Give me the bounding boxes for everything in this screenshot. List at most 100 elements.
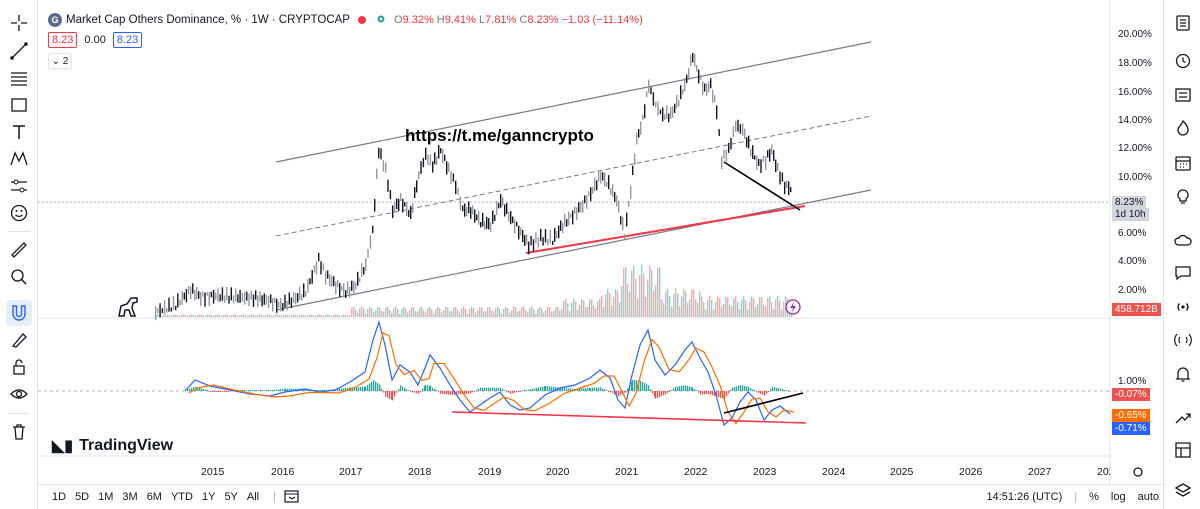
volume-bar: [637, 298, 639, 317]
market-status-dot: [357, 16, 366, 24]
volume-bar: [497, 306, 499, 317]
histogram-bar: [772, 386, 774, 391]
buy-badge[interactable]: 8.23: [112, 32, 143, 48]
volume-bar: [289, 316, 291, 317]
volume-bar: [451, 311, 453, 317]
indicators-collapse-button[interactable]: ⌄ 2: [48, 53, 72, 69]
layers-icon[interactable]: [1170, 478, 1196, 504]
zoom-icon[interactable]: [6, 264, 32, 290]
broadcast-icon[interactable]: [1170, 294, 1196, 320]
volume-bar: [445, 306, 447, 317]
chat-icon[interactable]: [1170, 260, 1196, 286]
streams-icon[interactable]: [1170, 327, 1196, 353]
text-icon[interactable]: [6, 119, 32, 145]
hotlist-icon[interactable]: [1170, 115, 1196, 141]
price-candle: [343, 283, 345, 297]
histogram-bar: [704, 391, 706, 395]
price-candle: [784, 181, 786, 195]
histogram-bar: [246, 390, 248, 391]
price-candle: [674, 103, 676, 113]
volume-bar: [227, 314, 229, 317]
crosshair-icon[interactable]: [6, 10, 32, 36]
clock-time[interactable]: 14:51:26 (UTC): [986, 491, 1063, 503]
timeframe-3m[interactable]: 3M: [122, 491, 138, 503]
volume-bar: [633, 265, 635, 317]
lock-drawings-icon[interactable]: [6, 327, 32, 353]
histogram-bar: [748, 386, 750, 391]
timeframe-5y[interactable]: 5Y: [224, 491, 238, 503]
histogram-bar: [494, 387, 496, 391]
emoji-icon[interactable]: [6, 200, 32, 226]
volume-bar: [661, 299, 663, 317]
price-candle: [590, 187, 592, 202]
histogram-bar: [317, 390, 319, 391]
log-toggle[interactable]: log: [1110, 491, 1126, 503]
price-candle: [250, 290, 252, 300]
histogram-bar: [365, 386, 367, 391]
calendar-icon[interactable]: [1170, 150, 1196, 176]
date-range-icon[interactable]: [284, 489, 300, 506]
timeframe-1d[interactable]: 1D: [52, 491, 67, 503]
price-candle: [353, 280, 355, 294]
price-candle: [223, 295, 226, 303]
sell-badge[interactable]: 8.23: [48, 32, 78, 48]
object-tree-icon[interactable]: [1170, 437, 1196, 463]
timeframe-1y[interactable]: 1Y: [201, 491, 216, 503]
price-candle: [588, 191, 590, 196]
price-candle: [444, 154, 446, 161]
alert-clock-icon[interactable]: [1170, 47, 1196, 73]
volume-bar: [399, 313, 401, 317]
histogram-bar: [285, 388, 287, 391]
pattern-icon[interactable]: [6, 146, 32, 172]
rectangle-icon[interactable]: [6, 92, 32, 118]
volume-bar: [501, 313, 503, 317]
timeframe-6m[interactable]: 6M: [146, 491, 162, 503]
notifications-bell-icon[interactable]: [1170, 361, 1196, 387]
histogram-bar: [416, 391, 418, 394]
volume-bar: [403, 306, 405, 317]
price-candle: [706, 83, 708, 96]
price-candle: [756, 155, 758, 170]
data-window-icon[interactable]: [1170, 82, 1196, 108]
timeframe-1m[interactable]: 1M: [98, 491, 114, 503]
trading-panel-icon[interactable]: [1170, 404, 1196, 430]
price-candle: [777, 163, 779, 171]
symbol-legend[interactable]: G Market Cap Others Dominance, % · 1W · …: [48, 11, 643, 29]
prediction-icon[interactable]: [6, 173, 32, 199]
ideas-bulb-icon[interactable]: [1170, 184, 1196, 210]
histogram-bar: [322, 390, 324, 391]
volume-bar: [579, 304, 581, 317]
price-candle: [217, 288, 219, 302]
volume-bar: [463, 306, 465, 317]
timeframe-all[interactable]: All: [246, 491, 260, 503]
price-candle: [498, 203, 500, 209]
watchlist-icon[interactable]: [1170, 10, 1196, 36]
histogram-bar: [788, 391, 790, 392]
volume-bar: [419, 307, 421, 317]
histogram-bar: [746, 386, 748, 391]
histogram-bar: [427, 385, 429, 391]
tradingview-logo[interactable]: ◣▮ TradingView: [52, 436, 173, 456]
trash-icon[interactable]: [6, 419, 32, 445]
trendline-icon[interactable]: [6, 38, 32, 64]
timeframe-5d[interactable]: 5D: [75, 491, 90, 503]
lock-icon[interactable]: [6, 354, 32, 380]
histogram-bar: [640, 380, 642, 391]
percent-toggle[interactable]: %: [1089, 491, 1099, 503]
time-label: 2028: [1097, 466, 1110, 478]
symbol-title[interactable]: Market Cap Others Dominance, % · 1W · CR…: [66, 14, 350, 26]
volume-bar: [347, 315, 349, 317]
magnet-icon[interactable]: [6, 300, 32, 326]
histogram-bar: [594, 387, 596, 391]
cloud-icon[interactable]: [1170, 227, 1196, 253]
timeframe-ytd[interactable]: YTD: [170, 491, 193, 503]
histogram-bar: [406, 389, 408, 391]
auto-toggle[interactable]: auto: [1137, 491, 1159, 503]
volume-bar: [615, 288, 617, 317]
price-candle: [606, 182, 608, 187]
ruler-icon[interactable]: [6, 237, 32, 263]
visibility-icon[interactable]: [376, 14, 386, 27]
fib-icon[interactable]: [6, 65, 32, 91]
eye-icon[interactable]: [6, 381, 32, 407]
